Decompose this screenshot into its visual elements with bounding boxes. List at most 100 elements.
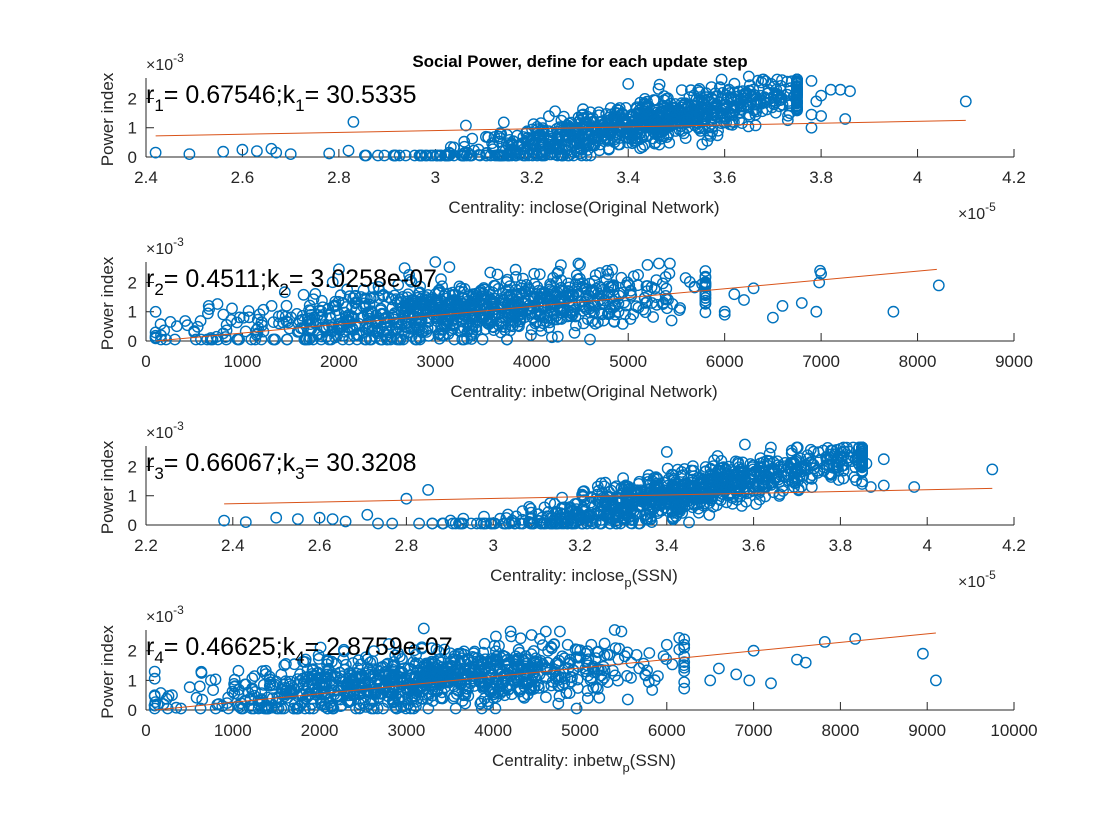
y-tick-label: 2 [128,273,137,292]
data-point [877,453,890,466]
data-point [568,326,581,339]
y-axis-label: Power index [98,440,117,534]
data-point [505,630,517,643]
data-point [704,494,717,507]
x-tick-label: 2000 [320,352,358,371]
data-point [287,682,300,694]
data-point [202,299,215,312]
data-point [624,284,637,297]
data-point [799,656,812,669]
data-point [781,114,794,127]
data-point [521,125,534,138]
data-point [517,302,529,315]
data-point [511,129,524,142]
data-point [595,281,608,294]
data-point [591,480,604,493]
data-point [795,297,808,309]
data-point [837,464,850,477]
x-tick-label: 2.8 [395,536,419,555]
data-point [459,119,472,132]
data-point [707,109,720,122]
data-point [400,492,413,505]
data-point [627,270,640,283]
data-point [560,687,573,699]
data-point [747,459,760,472]
data-point [959,95,972,108]
data-point [190,691,203,704]
data-point [507,145,519,158]
data-point [426,517,439,530]
data-point [544,280,557,292]
data-point [791,95,803,108]
data-point [625,671,637,684]
data-point [342,309,355,322]
data-point [810,305,823,318]
data-point [560,512,573,524]
data-point [279,688,291,701]
data-point [413,286,426,299]
data-point [386,517,399,530]
x-tick-label: 7000 [735,721,773,740]
data-point [844,85,856,98]
data-point [817,464,830,477]
data-point [434,692,447,705]
data-point [472,143,485,156]
data-point [524,290,536,302]
data-point [713,662,725,675]
data-point [464,318,477,331]
x-tick-label: 3.4 [616,168,640,187]
data-point [468,670,481,683]
data-point [784,456,797,469]
data-point [477,680,490,692]
data-point [607,111,620,124]
data-point [595,514,608,526]
data-point [233,333,246,346]
data-point [250,145,263,158]
data-point [767,311,779,324]
data-point [814,264,826,277]
data-point [587,115,600,128]
data-point [189,333,202,346]
data-point [725,93,737,105]
data-point [684,491,696,504]
data-point [466,132,479,145]
data-point [588,275,601,288]
data-point [525,134,538,147]
data-point [679,272,692,284]
data-point [329,300,342,312]
data-point [515,279,528,292]
data-point [414,149,426,162]
data-point [528,290,541,303]
scatter-points [148,622,942,715]
data-point [678,463,691,475]
data-point [388,307,401,319]
data-point [484,266,497,279]
data-point [573,272,586,285]
data-point [634,133,646,146]
data-point [615,271,628,284]
data-point [209,673,222,686]
data-point [602,143,615,156]
data-point [628,119,640,132]
data-point [704,129,717,142]
data-point [293,315,306,327]
data-point [683,275,696,288]
data-point [526,123,538,136]
data-point [592,106,605,119]
data-point [856,441,868,454]
data-point [660,92,673,105]
data-point [613,102,626,114]
data-point [771,89,783,102]
data-point [438,643,451,656]
data-point [500,137,513,150]
data-point [396,665,408,678]
data-point [649,94,662,107]
data-point [580,138,593,151]
data-point [650,492,663,504]
data-point [336,333,349,346]
data-point [194,315,207,327]
data-point [596,674,608,686]
data-point [444,147,457,160]
data-point [387,683,400,695]
data-point [699,265,712,277]
